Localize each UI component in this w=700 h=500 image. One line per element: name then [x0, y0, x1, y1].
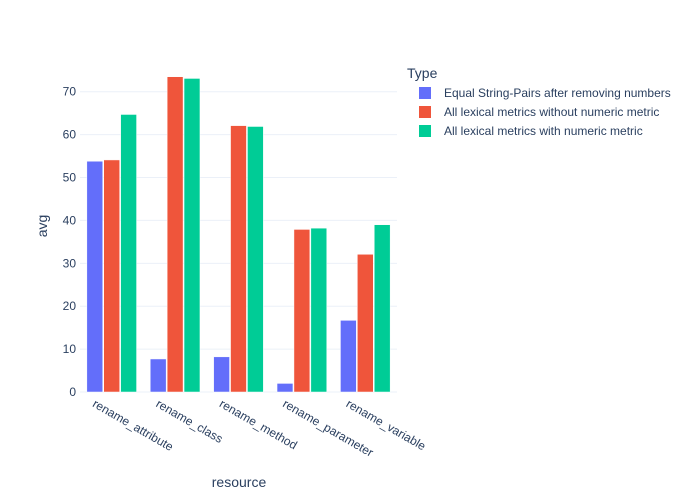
bar-rename_method-series-1[interactable]: [230, 125, 247, 393]
bar-rename_attribute-series-0[interactable]: [86, 160, 103, 393]
bar-rename_attribute-series-1[interactable]: [103, 159, 120, 393]
bar-rename_attribute-series-2[interactable]: [120, 114, 137, 393]
legend-item[interactable]: All lexical metrics with numeric metric: [419, 124, 643, 138]
legend-swatch: [419, 87, 431, 99]
bar-rename_class-series-2[interactable]: [183, 78, 201, 393]
bar-rename_parameter-series-1[interactable]: [293, 229, 311, 393]
bar-rename_class-series-0[interactable]: [149, 358, 167, 393]
legend-swatch: [419, 125, 431, 137]
bar-rename_method-series-2[interactable]: [247, 126, 264, 393]
bar-rename_variable-series-2[interactable]: [374, 224, 391, 393]
bars: [86, 76, 391, 393]
y-axis-ticks: 0 10 20 30 40 50 60 70: [63, 85, 77, 399]
bar-rename_parameter-series-0[interactable]: [276, 383, 294, 393]
bar-rename_variable-series-0[interactable]: [340, 320, 357, 393]
legend-title: Type: [407, 65, 438, 81]
y-tick-label: 70: [63, 85, 77, 99]
y-tick-label: 0: [69, 385, 76, 399]
legend-item[interactable]: All lexical metrics without numeric metr…: [419, 105, 659, 119]
y-tick-label: 30: [63, 256, 77, 270]
bar-rename_variable-series-1[interactable]: [357, 254, 374, 393]
legend-label: All lexical metrics without numeric metr…: [444, 105, 659, 119]
bar-rename_parameter-series-2[interactable]: [310, 227, 328, 393]
y-tick-label: 10: [63, 342, 77, 356]
bar-rename_method-series-0[interactable]: [213, 356, 230, 393]
y-tick-label: 50: [63, 171, 77, 185]
y-tick-label: 40: [63, 213, 77, 227]
legend-items: Equal String-Pairs after removing number…: [419, 86, 671, 138]
legend-swatch: [419, 106, 431, 118]
y-axis-title: avg: [34, 215, 50, 238]
bar-rename_class-series-1[interactable]: [166, 76, 184, 393]
legend: Type Equal String-Pairs after removing n…: [407, 65, 671, 138]
y-tick-label: 60: [63, 128, 77, 142]
y-tick-label: 20: [63, 299, 77, 313]
legend-label: All lexical metrics with numeric metric: [444, 124, 643, 138]
legend-label: Equal String-Pairs after removing number…: [444, 86, 671, 100]
x-axis-title: resource: [212, 474, 267, 490]
x-axis-ticks: rename_attributerename_classrename_metho…: [90, 396, 428, 459]
legend-item[interactable]: Equal String-Pairs after removing number…: [419, 86, 671, 100]
